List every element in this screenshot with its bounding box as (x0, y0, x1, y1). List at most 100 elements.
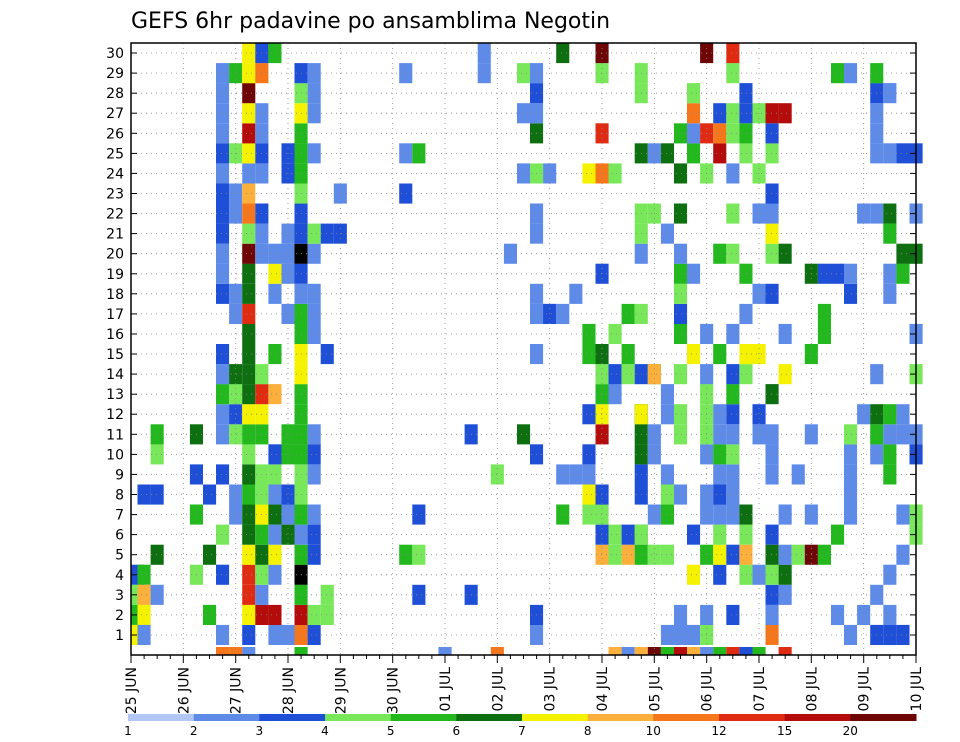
heatmap-cell (739, 504, 753, 525)
heatmap-cell (674, 283, 688, 304)
legend-label: 10 (646, 724, 661, 738)
heatmap-cell (595, 404, 609, 425)
heatmap-cell (242, 323, 256, 344)
heatmap-cell (412, 584, 426, 605)
heatmap-cell (713, 103, 727, 124)
x-tick-label: 06 JUL (700, 667, 716, 712)
y-tick-label: 12 (106, 407, 124, 423)
heatmap-cell (216, 243, 230, 264)
heatmap-cell (765, 624, 779, 645)
heatmap-cell (477, 63, 491, 84)
heatmap-cell (438, 647, 452, 655)
heatmap-cell (844, 484, 858, 505)
heatmap-cell (765, 444, 779, 465)
heatmap-cell (608, 384, 622, 405)
heatmap-cell (739, 647, 753, 655)
heatmap-cell (137, 584, 151, 605)
y-tick-label: 25 (106, 146, 124, 162)
x-tick-label: 27 JUN (229, 667, 245, 714)
heatmap-cell (739, 143, 753, 164)
heatmap-cell (150, 424, 164, 445)
heatmap-cell (817, 303, 831, 324)
heatmap-cell (674, 163, 688, 184)
legend-swatch (259, 714, 326, 721)
legend-swatch (653, 714, 720, 721)
heatmap-cell (242, 283, 256, 304)
heatmap-cell (765, 103, 779, 124)
heatmap-cell (582, 344, 596, 365)
heatmap-cell (490, 464, 504, 485)
heatmap-cell (582, 464, 596, 485)
heatmap-cell (687, 647, 701, 655)
heatmap-cell (242, 647, 256, 655)
heatmap-cell (582, 444, 596, 465)
heatmap-cell (647, 444, 661, 465)
heatmap-cells (131, 43, 923, 655)
heatmap-cell (726, 484, 740, 505)
y-tick-label: 3 (115, 588, 124, 604)
heatmap-cell (778, 103, 792, 124)
heatmap-cell (896, 504, 910, 525)
heatmap-cell (281, 444, 295, 465)
y-tick-label: 16 (106, 327, 124, 343)
chart-title: GEFS 6hr padavine po ansamblima Negotin (131, 9, 610, 34)
heatmap-cell (412, 143, 426, 164)
heatmap-cell (268, 43, 282, 64)
y-tick-label: 14 (106, 367, 124, 383)
heatmap-cell (307, 464, 321, 485)
heatmap-cell (791, 464, 805, 485)
heatmap-cell (726, 404, 740, 425)
heatmap-cell (752, 647, 766, 655)
legend-label: 7 (518, 724, 526, 738)
heatmap-cell (713, 444, 727, 465)
heatmap-cell (687, 143, 701, 164)
x-tick-label: 08 JUL (804, 667, 820, 712)
heatmap-cell (713, 404, 727, 425)
heatmap-cell (621, 344, 635, 365)
heatmap-cell (268, 464, 282, 485)
heatmap-cell (844, 63, 858, 84)
heatmap-cell (307, 143, 321, 164)
y-tick-label: 27 (106, 106, 124, 122)
heatmap-cell (294, 647, 308, 655)
heatmap-cell (216, 223, 230, 244)
heatmap-cell (660, 464, 674, 485)
heatmap-cell (307, 83, 321, 104)
heatmap-cell (281, 524, 295, 545)
heatmap-cell (752, 424, 766, 445)
heatmap-cell (674, 303, 688, 324)
heatmap-cell (765, 544, 779, 565)
heatmap-cell (739, 123, 753, 144)
heatmap-cell (137, 564, 151, 585)
heatmap-cell (216, 83, 230, 104)
heatmap-cell (791, 544, 805, 565)
y-tick-label: 18 (106, 287, 124, 303)
heatmap-cell (660, 484, 674, 505)
heatmap-cell (831, 524, 845, 545)
heatmap-cell (831, 63, 845, 84)
x-tick-label: 29 JUN (333, 667, 349, 714)
heatmap-cell (216, 384, 230, 405)
heatmap-cell (883, 444, 897, 465)
y-tick-label: 28 (106, 86, 124, 102)
heatmap-cell (137, 624, 151, 645)
heatmap-cell (582, 484, 596, 505)
heatmap-cell (765, 584, 779, 605)
heatmap-cell (660, 384, 674, 405)
heatmap-cell (896, 404, 910, 425)
heatmap-cell (660, 624, 674, 645)
heatmap-cell (268, 384, 282, 405)
heatmap-cell (726, 163, 740, 184)
heatmap-cell (896, 263, 910, 284)
heatmap-cell (242, 143, 256, 164)
legend-swatch (193, 714, 260, 721)
heatmap-cell (137, 604, 151, 625)
heatmap-cell (726, 43, 740, 64)
heatmap-cell (674, 123, 688, 144)
heatmap-cell (268, 564, 282, 585)
heatmap-cell (216, 283, 230, 304)
heatmap-cell (203, 484, 217, 505)
heatmap-cell (739, 364, 753, 385)
heatmap-cell (229, 484, 243, 505)
heatmap-cell (216, 524, 230, 545)
